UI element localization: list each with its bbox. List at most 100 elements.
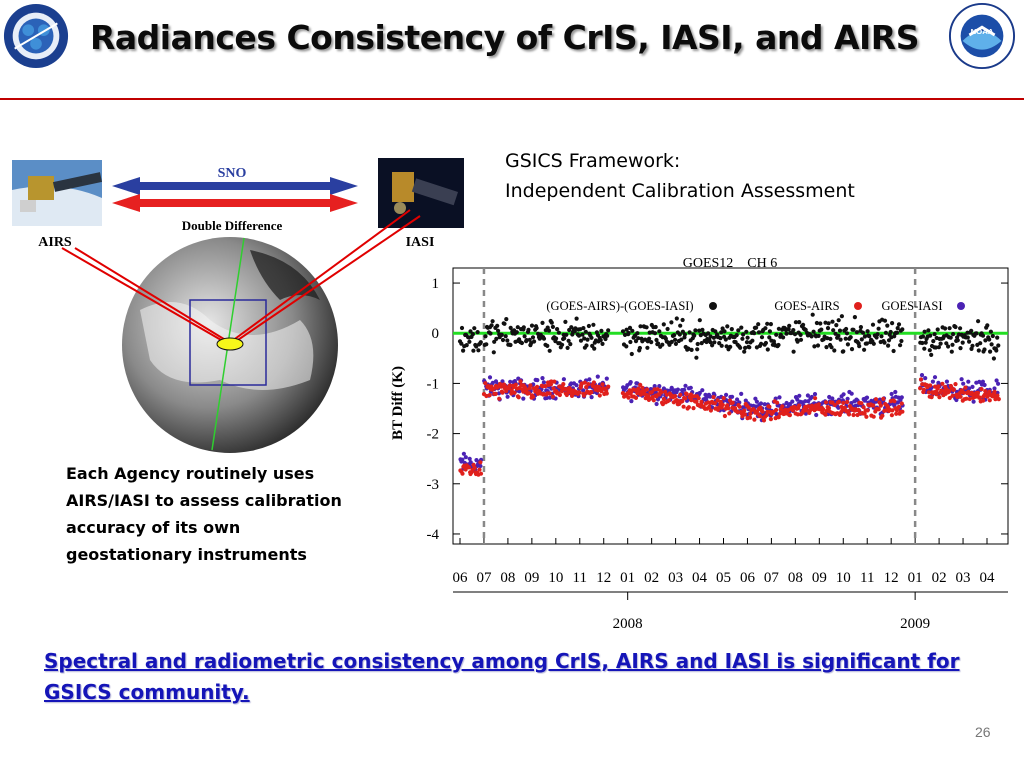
series-point-black (546, 328, 552, 333)
series-point-red (518, 379, 523, 384)
x-tick-label: 08 (500, 570, 515, 586)
iasi-satellite-image (378, 158, 464, 228)
series-point-black (816, 333, 821, 338)
series-point-red (604, 391, 609, 396)
series-point-black (949, 349, 954, 354)
series-point-red (689, 398, 694, 403)
series-point-black (697, 318, 702, 323)
series-point-black (710, 343, 715, 348)
series-point-black (836, 318, 841, 323)
series-point-red (816, 402, 821, 407)
series-point-black (554, 336, 559, 341)
series-point-black (767, 335, 772, 340)
series-point-black (844, 326, 849, 332)
series-point-black (927, 348, 932, 353)
series-point-red (666, 398, 671, 403)
series-point-black (787, 323, 792, 328)
series-point-red (803, 408, 809, 413)
series-point-black (656, 341, 661, 346)
series-point-black (629, 351, 634, 357)
series-point-red (504, 388, 509, 394)
series-point-black (627, 325, 633, 330)
series-point-black (859, 337, 864, 342)
series-point-red (797, 403, 802, 408)
series-point-black (946, 344, 951, 349)
series-point-red (673, 394, 678, 399)
series-point-black (500, 337, 506, 343)
series-point-red (699, 399, 704, 404)
series-point-black (461, 348, 466, 353)
series-point-red (478, 471, 484, 476)
series-point-black (812, 344, 817, 349)
double-difference-label: Double Difference (182, 218, 283, 233)
series-point-red (918, 386, 923, 391)
series-point-black (947, 326, 952, 331)
series-point-black (582, 336, 587, 341)
series-point-black (672, 333, 677, 338)
series-point-red (559, 389, 564, 394)
series-point-purple (899, 395, 904, 400)
series-point-red (751, 407, 756, 412)
series-point-black (870, 322, 876, 327)
series-point-purple (467, 456, 472, 461)
series-point-black (738, 345, 743, 350)
series-point-purple (893, 389, 898, 395)
series-point-red (896, 404, 902, 409)
series-point-purple (700, 388, 705, 393)
series-point-purple (654, 401, 659, 407)
series-point-red (509, 388, 514, 393)
series-point-purple (758, 401, 764, 406)
series-point-red (600, 382, 605, 387)
series-point-black (844, 331, 850, 336)
series-point-red (589, 390, 594, 395)
gsics-line-2: Independent Calibration Assessment (505, 180, 855, 202)
x-tick-label: 12 (884, 570, 899, 586)
series-point-red (977, 395, 982, 400)
series-point-black (743, 345, 748, 350)
x-tick-label: 06 (740, 570, 756, 586)
series-point-black (504, 317, 509, 322)
series-point-black (793, 320, 798, 325)
series-point-black (809, 334, 814, 339)
series-point-purple (809, 394, 814, 400)
series-point-red (892, 399, 897, 404)
series-point-black (839, 314, 844, 319)
x-tick-label: 05 (716, 570, 731, 586)
series-point-black (943, 326, 948, 331)
series-point-black (980, 333, 986, 338)
series-point-black (635, 331, 640, 336)
series-point-purple (966, 379, 971, 384)
series-point-red (720, 402, 725, 407)
series-point-purple (841, 392, 846, 397)
series-point-black (791, 328, 796, 333)
series-point-black (660, 342, 665, 347)
series-point-black (982, 347, 987, 352)
series-point-purple (468, 460, 473, 465)
series-point-red (543, 384, 548, 389)
sno-blue-arrow (112, 177, 358, 195)
series-point-black (798, 332, 803, 337)
series-point-black (967, 339, 972, 344)
series-point-black (682, 332, 687, 337)
series-point-black (677, 332, 682, 337)
legend-label: GOES-AIRS (774, 299, 839, 313)
series-point-red (551, 386, 556, 391)
series-point-black (719, 343, 724, 348)
series-point-purple (682, 387, 687, 392)
series-point-purple (994, 378, 999, 383)
series-point-red (813, 396, 818, 401)
series-point-black (894, 330, 900, 335)
series-point-black (960, 340, 965, 345)
series-point-black (468, 329, 473, 334)
series-point-black (932, 332, 937, 337)
series-point-red (764, 413, 769, 418)
series-point-black (665, 326, 670, 332)
series-point-red (871, 403, 876, 408)
series-point-black (549, 320, 554, 325)
series-point-black (875, 332, 880, 337)
series-point-black (661, 322, 666, 327)
series-point-black (636, 336, 641, 341)
series-point-black (630, 328, 635, 333)
series-point-purple (930, 379, 936, 384)
series-point-black (953, 324, 958, 330)
